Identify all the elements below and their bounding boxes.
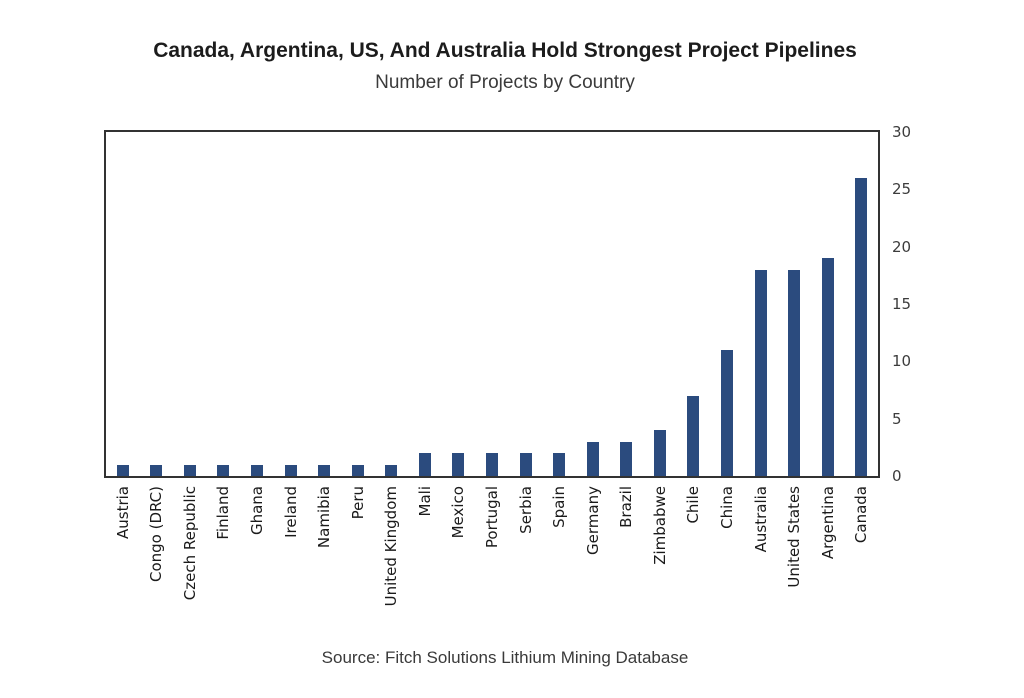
bar-finland xyxy=(217,464,230,476)
x-axis-label-chile: Chile xyxy=(684,486,703,524)
y-axis-tick-label-20: 20 xyxy=(892,237,912,256)
chart-title: Canada, Argentina, US, And Australia Hol… xyxy=(153,39,857,62)
bar-spain xyxy=(553,453,566,476)
x-axis-label-ireland: Ireland xyxy=(281,486,300,538)
x-axis-label-united-states: United States xyxy=(785,486,804,588)
bar-namibia xyxy=(318,464,331,476)
x-axis-label-congo-drc: Congo (DRC) xyxy=(147,486,166,583)
plot-area xyxy=(104,130,880,478)
bar-germany xyxy=(586,441,599,476)
chart-header: Canada, Argentina, US, And Australia Hol… xyxy=(0,38,1010,95)
chart-footer: Source: Fitch Solutions Lithium Mining D… xyxy=(0,648,1010,668)
x-axis-label-spain: Spain xyxy=(550,486,569,528)
x-axis-label-zimbabwe: Zimbabwe xyxy=(650,486,669,565)
x-axis-label-ghana: Ghana xyxy=(248,486,267,536)
bar-serbia xyxy=(519,453,532,476)
x-axis-label-serbia: Serbia xyxy=(516,486,535,534)
x-axis-label-argentina: Argentina xyxy=(818,486,837,560)
x-axis-label-australia: Australia xyxy=(751,486,770,553)
source-note: Source: Fitch Solutions Lithium Mining D… xyxy=(321,648,689,667)
bar-peru xyxy=(351,464,364,476)
y-axis-tick-label-0: 0 xyxy=(892,467,902,485)
bar-united-states xyxy=(788,269,801,476)
x-axis-label-mali: Mali xyxy=(415,486,434,517)
x-axis-label-portugal: Portugal xyxy=(483,486,501,549)
x-axis-label-peru: Peru xyxy=(348,486,367,520)
y-axis-tick-label-15: 15 xyxy=(892,295,912,313)
bar-portugal xyxy=(486,453,498,476)
x-axis-label-czech-republic: Czech Republic xyxy=(180,486,199,601)
bar-mali xyxy=(418,453,431,476)
bar-brazil xyxy=(620,441,633,476)
bar-ireland xyxy=(284,464,297,476)
bar-chile xyxy=(687,395,700,476)
bar-australia xyxy=(754,269,767,476)
x-axis-label-finland: Finland xyxy=(214,486,233,540)
y-axis-tick-label-25: 25 xyxy=(892,180,912,199)
x-axis-label-germany: Germany xyxy=(583,486,602,555)
x-axis-label-china: China xyxy=(717,486,736,529)
y-axis-tick-label-30: 30 xyxy=(892,123,912,141)
y-axis-tick-label-10: 10 xyxy=(892,352,912,371)
bar-argentina xyxy=(821,258,834,476)
bar-united-kingdom xyxy=(385,464,398,476)
chart-subtitle: Number of Projects by Country xyxy=(375,72,635,93)
x-axis-label-namibia: Namibia xyxy=(315,486,334,549)
x-axis-label-mexico: Mexico xyxy=(449,486,468,539)
x-axis-label-canada: Canada xyxy=(852,486,871,544)
x-axis-label-austria: Austria xyxy=(113,486,132,539)
bar-congo-drc xyxy=(150,464,163,476)
bar-austria xyxy=(116,464,129,476)
bar-canada xyxy=(855,177,868,476)
bar-ghana xyxy=(251,464,264,476)
x-axis-label-brazil: Brazil xyxy=(617,486,636,528)
bar-czech-republic xyxy=(183,464,196,476)
y-axis-tick-label-5: 5 xyxy=(892,409,902,428)
bar-mexico xyxy=(452,453,465,476)
bar-china xyxy=(720,349,733,476)
bar-zimbabwe xyxy=(653,430,666,476)
x-axis-label-united-kingdom: United Kingdom xyxy=(382,486,401,607)
